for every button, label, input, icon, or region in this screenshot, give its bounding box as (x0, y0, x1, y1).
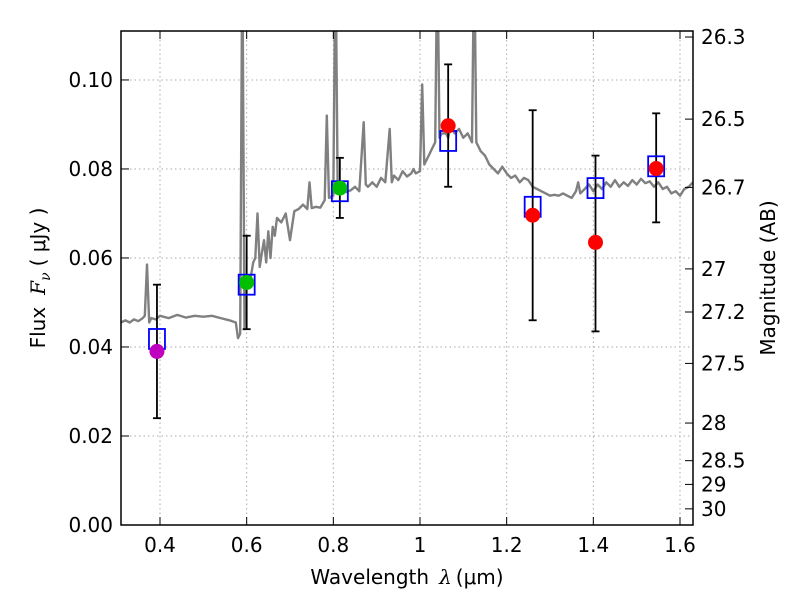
plot-area (121, 31, 693, 525)
data-point-6 (648, 161, 664, 177)
x-tick-label-1: 0.6 (231, 533, 263, 557)
mag-tick-label-2: 26.7 (701, 175, 746, 199)
point-0.81 (330, 156, 349, 219)
x-axis-label-unit: (μm) (456, 565, 504, 589)
point-1.26 (523, 109, 542, 322)
y-tick-label-1: 0.02 (68, 424, 113, 448)
data-point-2 (332, 180, 348, 196)
data-point-3 (440, 118, 456, 134)
mag-tick-label-7: 28.5 (701, 449, 746, 473)
y-tick-label-0: 0.00 (68, 513, 113, 537)
plot-frame (120, 30, 694, 526)
axis-ticks: 0.4 0.6 0.8 1 1.2 1.4 1.6 0.00 0.02 0.04 0.06 0.08 0… (68, 25, 745, 557)
x-tick-label-0: 0.4 (144, 533, 176, 557)
x-axis-label-symbol: λ (438, 565, 452, 589)
y-tick-label-3: 0.06 (68, 246, 113, 270)
x-axis-label-text: Wavelength (310, 565, 429, 589)
point-0.39 (148, 283, 166, 420)
x-tick-label-2: 0.8 (317, 533, 349, 557)
x-tick-label-4: 1.2 (491, 533, 523, 557)
model-box-5 (586, 177, 605, 200)
x-tick-label-3: 1 (414, 533, 427, 557)
point-1.06 (439, 63, 458, 188)
y2-axis-label: Magnitude (AB) (756, 200, 780, 355)
data-point-0 (149, 343, 165, 359)
mag-tick-label-1: 26.5 (701, 107, 746, 131)
y-axis-label: Flux Fν ( μJy ) (26, 208, 54, 349)
point-1.40 (586, 154, 605, 333)
x-tick-label-6: 1.6 (664, 533, 696, 557)
mag-tick-label-3: 27 (701, 257, 726, 281)
model-box-6 (647, 155, 666, 178)
y-axis-label-symbol: F (26, 280, 50, 296)
model-box-1 (237, 273, 256, 296)
mag-tick-label-9: 30 (701, 497, 726, 521)
y-tick-label-4: 0.08 (68, 157, 113, 181)
mag-tick-label-6: 28 (701, 411, 726, 435)
mag-tick-label-8: 29 (701, 472, 726, 496)
y-axis-label-unit: ( μJy ) (26, 208, 50, 267)
x-tick-label-5: 1.4 (577, 533, 609, 557)
data-point-1 (239, 274, 255, 290)
data-point-4 (525, 207, 541, 223)
y-axis-label-subscript: ν (38, 272, 54, 281)
data-point-5 (588, 234, 603, 250)
mag-tick-label-4: 27.2 (701, 300, 746, 324)
y-tick-label-5: 0.10 (68, 68, 113, 92)
x-axis-label: Wavelength λ (μm) (310, 565, 503, 589)
mag-tick-label-0: 26.3 (701, 25, 746, 49)
y-tick-label-2: 0.04 (68, 335, 113, 359)
point-1.54 (647, 112, 666, 224)
y-axis-label-text: Flux (26, 307, 50, 349)
point-0.60 (237, 234, 256, 331)
mag-tick-label-5: 27.5 (701, 351, 746, 375)
photometry-layer (148, 63, 666, 420)
